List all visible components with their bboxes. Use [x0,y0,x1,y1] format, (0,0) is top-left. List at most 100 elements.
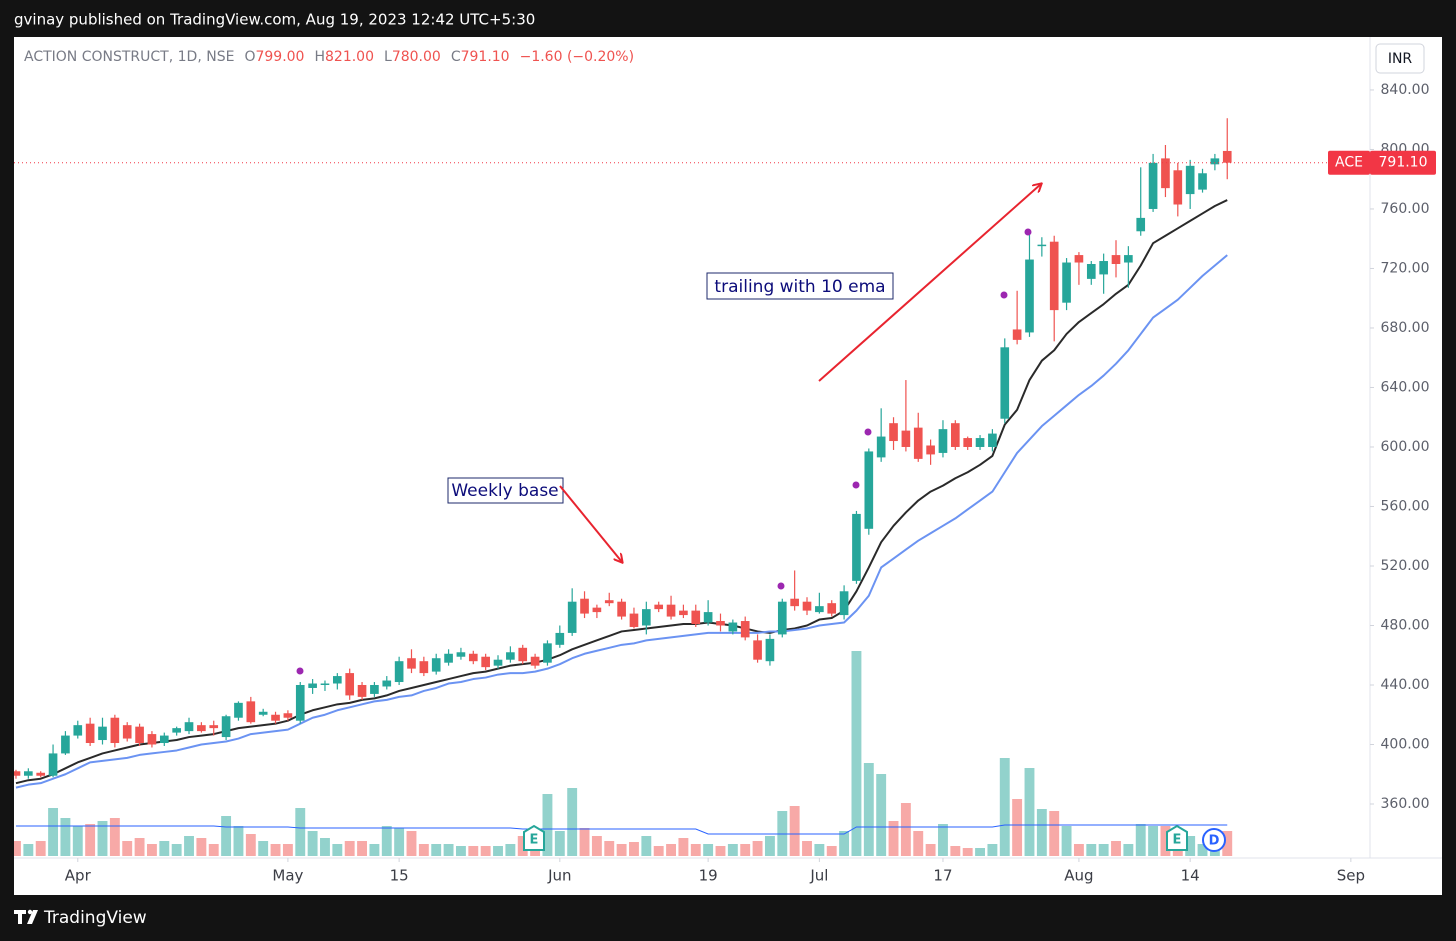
currency-button[interactable] [1375,43,1425,74]
volume-bar [740,844,751,856]
volume-bar [715,846,726,856]
candle-body [790,598,799,607]
candle-body [184,722,194,732]
event-label[interactable]: D [1209,834,1220,849]
volume-bar [357,841,367,856]
x-tick-label: 15 [390,867,409,885]
volume-bar [282,844,293,856]
candle-body [271,714,280,721]
candle-body [221,716,231,738]
volume-bar [307,831,318,856]
candle-body [370,684,379,694]
volume-bar [826,846,837,856]
candle-body [1161,158,1170,189]
candle-body [48,753,58,776]
event-icon[interactable] [1202,828,1226,852]
candle-body [357,684,367,697]
x-tick-label: Jun [547,867,571,885]
event-label[interactable]: E [1173,833,1182,848]
candle-body [1062,262,1071,303]
y-tick-label: 600.00 [1381,439,1430,455]
candle-body [295,684,305,721]
volume-bar [987,844,998,856]
y-tick-label: 760.00 [1381,201,1430,217]
candle-body [815,606,824,613]
candle-body [530,656,540,666]
volume-bar [48,808,59,856]
volume-bar [1086,844,1097,856]
candle-body [308,683,317,688]
candle-body [98,726,107,741]
x-tick-label: Apr [65,867,92,885]
candle-body [1099,261,1108,275]
volume-bar [1135,824,1146,856]
candle-body [333,676,342,684]
candle-body [1111,255,1121,265]
volume-bar [888,821,899,856]
signal-dots [296,228,1032,675]
candle-body [654,604,664,610]
volume-bar [369,844,380,856]
candle-body [975,438,985,447]
price-tag-label: 791.10 [1379,155,1428,171]
candle-body [1136,217,1146,232]
signal-dot [777,582,785,590]
candle-body [197,725,206,732]
event-icon[interactable] [1166,824,1188,851]
candle-body [209,725,219,729]
candle-body [592,607,602,613]
candle-body [604,600,614,604]
volume-bar [653,846,664,856]
volume-bar [851,651,862,856]
candle-body [642,609,651,626]
candle-body [172,728,181,733]
footer-logo [14,909,38,924]
price-tag [1370,150,1436,175]
volume-bar [493,846,503,856]
candle-body [506,652,515,660]
symbol-tag-label: ACE [1335,155,1363,171]
candle-body [864,451,874,529]
candle-body [852,513,861,581]
candle-body [988,433,997,447]
volume-bar [1111,841,1121,856]
candle-body [135,726,144,744]
candle-body [394,661,404,683]
volume-bar [1024,768,1035,856]
candle-body [728,622,738,632]
volume-bar [394,828,405,856]
volume-bar [35,841,46,856]
volume-bar [1073,844,1084,856]
volume-bar [666,844,676,856]
y-tick-label: 640.00 [1381,379,1430,395]
candle-body [1037,244,1047,247]
volume-bar [975,848,985,856]
candle-body [1210,158,1220,165]
volume-bar [789,806,800,856]
volume-bar [455,846,466,856]
candle-body [716,621,725,626]
candle-body [1025,259,1034,333]
event-label[interactable]: E [530,833,539,848]
volume-bar [913,831,924,856]
volume-bar [567,788,578,856]
event-icon[interactable] [523,824,545,851]
candle-body [24,771,33,776]
candle-body [147,734,157,745]
volume-bar [641,836,652,856]
y-tick-label: 520.00 [1381,558,1430,574]
volume-bar [1185,836,1196,856]
candle-body [963,438,973,447]
volume-bar [1160,826,1171,856]
candle-body [85,723,95,744]
x-tick-label: 14 [1181,867,1200,885]
currency-label[interactable]: INR [1388,51,1413,67]
candle-body [1124,255,1133,263]
volume-bar [406,831,417,856]
candle-body [1173,170,1183,205]
volume-bar [295,808,306,856]
candle-body [159,735,169,744]
candle-body [889,423,898,442]
y-tick-label: 720.00 [1381,260,1430,276]
symbol-tag [1328,150,1370,175]
